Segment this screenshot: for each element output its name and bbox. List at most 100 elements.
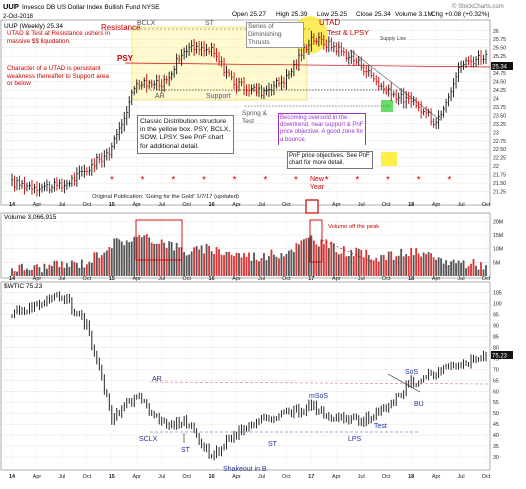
wtic-panel: [0, 281, 491, 471]
volume-bar: [56, 260, 58, 276]
volume-bar: [233, 256, 235, 276]
symbol: UUP: [3, 2, 19, 11]
wtic-resistance-line: [149, 381, 491, 385]
wtic-sclx: SCLX: [139, 436, 158, 443]
wtic-st2: ST: [268, 441, 278, 448]
series-label: Series of Diminishing Thrusts: [246, 22, 304, 48]
volume-bar: [412, 255, 415, 276]
volume-bar: [83, 267, 86, 276]
volume-bar: [345, 256, 348, 276]
x-tick-label: 16: [209, 202, 215, 208]
volume-bar: [263, 253, 265, 276]
x-tick-label: Jul: [158, 474, 165, 480]
volume-bar: [258, 261, 260, 276]
y-tick-label: 24.50: [493, 80, 506, 86]
volume-bar: [43, 263, 46, 276]
x-tick-label: Oct: [83, 474, 92, 480]
volume-bar: [173, 250, 176, 276]
volume-bar: [95, 252, 98, 276]
volume-bar: [377, 261, 380, 276]
x-tick-label: Apr: [432, 474, 441, 480]
volume-bar: [195, 246, 198, 276]
volume-bar: [213, 253, 215, 276]
volume-bar: [335, 252, 338, 276]
x-tick-label: Apr: [132, 202, 141, 208]
x-tick-label: Apr: [432, 202, 441, 208]
volume-bar: [125, 240, 128, 276]
volume-bar: [148, 237, 151, 276]
volume-bar: [255, 259, 258, 276]
volume-bar: [183, 252, 186, 276]
y-tick-label: 22.50: [493, 147, 506, 153]
volume-bar: [447, 265, 450, 276]
x-tick-label: 14: [9, 276, 16, 282]
volume-bar: [475, 265, 477, 276]
volume-bar: [188, 254, 191, 276]
volume-bar: [113, 238, 116, 276]
volume-bar: [160, 239, 163, 276]
x-tick-label: Oct: [83, 202, 92, 208]
oversold-note: Becoming oversold in the downtrend, near…: [278, 113, 366, 145]
volume-bar: [31, 269, 33, 276]
y-tick-label: 30: [493, 455, 499, 461]
wtic-sos: SoS: [405, 369, 419, 376]
volume-bar: [385, 260, 388, 276]
volume-bar: [120, 241, 123, 276]
volume-bar: [200, 245, 203, 276]
supply-line-label: Supply Line: [380, 36, 406, 42]
x-tick-label: 16: [209, 276, 215, 282]
y-tick-label: 105: [493, 291, 502, 297]
wtic-ar: AR: [152, 376, 162, 383]
volume-bar: [53, 260, 56, 276]
bclx-label: BCLX: [137, 20, 156, 27]
x-tick-label: Jul: [358, 202, 365, 208]
wtic-shakeout: Shakeout in B: [223, 466, 267, 473]
volume-bar: [143, 235, 146, 276]
low-value: Low 25.25: [317, 11, 347, 18]
volume-bar: [380, 255, 383, 276]
x-tick-label: Apr: [432, 276, 441, 282]
x-tick-label: 15: [109, 202, 115, 208]
x-tick-label: Jul: [58, 276, 65, 282]
volume-bar: [33, 265, 36, 276]
volume-bar: [145, 233, 148, 276]
volume-bar: [430, 253, 433, 276]
price-tag-label: 25.34: [492, 65, 508, 71]
x-tick-label: Apr: [33, 276, 42, 282]
volume-bar: [46, 268, 48, 276]
volume-bar: [36, 264, 38, 276]
volume-bar: [270, 249, 273, 276]
volume-bar: [78, 267, 81, 276]
volume-bar: [240, 257, 243, 276]
volume-bar: [290, 249, 293, 276]
y-tick-label: 24.25: [493, 88, 506, 94]
volume-bar: [432, 257, 435, 276]
y-tick-label: 10M: [493, 247, 503, 253]
volume-bar: [268, 256, 270, 276]
volume-bar: [357, 248, 360, 276]
x-tick-label: 15: [109, 276, 115, 282]
publication-note: Original Publication: 'Going for the Gol…: [92, 194, 239, 200]
volume-bar: [190, 251, 193, 276]
psy-line: [124, 62, 491, 68]
volume-bar: [105, 250, 108, 276]
supply-trend-line: [349, 49, 441, 121]
x-tick-label: Apr: [332, 202, 341, 208]
x-tick-label: Jul: [258, 276, 265, 282]
volume-bar: [223, 255, 225, 276]
y-axes: 21.25 21.50 21.75 22 22.25 22.50 22.75 23 23.25 2…: [493, 29, 506, 461]
new-year-box: New Year: [310, 176, 324, 191]
wtic-bars: [11, 291, 487, 461]
volume-bar: [435, 259, 438, 276]
character-note: Character of a UTAD is persistant weakne…: [7, 65, 109, 88]
y-tick-label: 21.50: [493, 181, 506, 187]
y-tick-label: 23.50: [493, 113, 506, 119]
price-panel-label: UUP (Weekly) 25.34: [4, 23, 63, 30]
volume-bar: [352, 256, 355, 276]
volume-bar: [455, 263, 457, 276]
volume-bar: [367, 255, 370, 276]
x-tick-label: Apr: [232, 474, 241, 480]
volume-peak-box: [309, 219, 323, 263]
volume-bar: [193, 247, 196, 276]
gridlines: [1, 24, 490, 468]
